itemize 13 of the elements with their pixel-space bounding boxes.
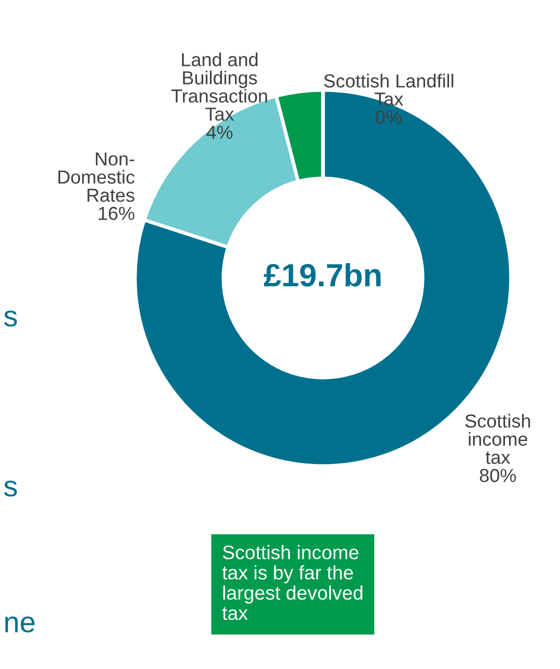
- text: Scottish income tax is by far the largest devolved tax: [222, 545, 362, 620]
- category-label: Scottish Landfill Tax: [324, 74, 454, 106]
- slice-label: Non- Domestic Rates: [58, 152, 135, 202]
- text: s: [4, 310, 17, 327]
- text: s: [4, 480, 17, 497]
- slice-label: Land and Buildings Transaction Tax: [171, 52, 268, 121]
- data-label: 16%: [98, 206, 134, 220]
- data-label: 4%: [206, 126, 232, 139]
- text: 0%: [376, 110, 402, 124]
- text: ne: [5, 616, 35, 633]
- text: £19.7bn: [264, 263, 381, 287]
- data-label: 80%: [480, 468, 516, 482]
- slice-label: Scottish income tax: [465, 414, 530, 464]
